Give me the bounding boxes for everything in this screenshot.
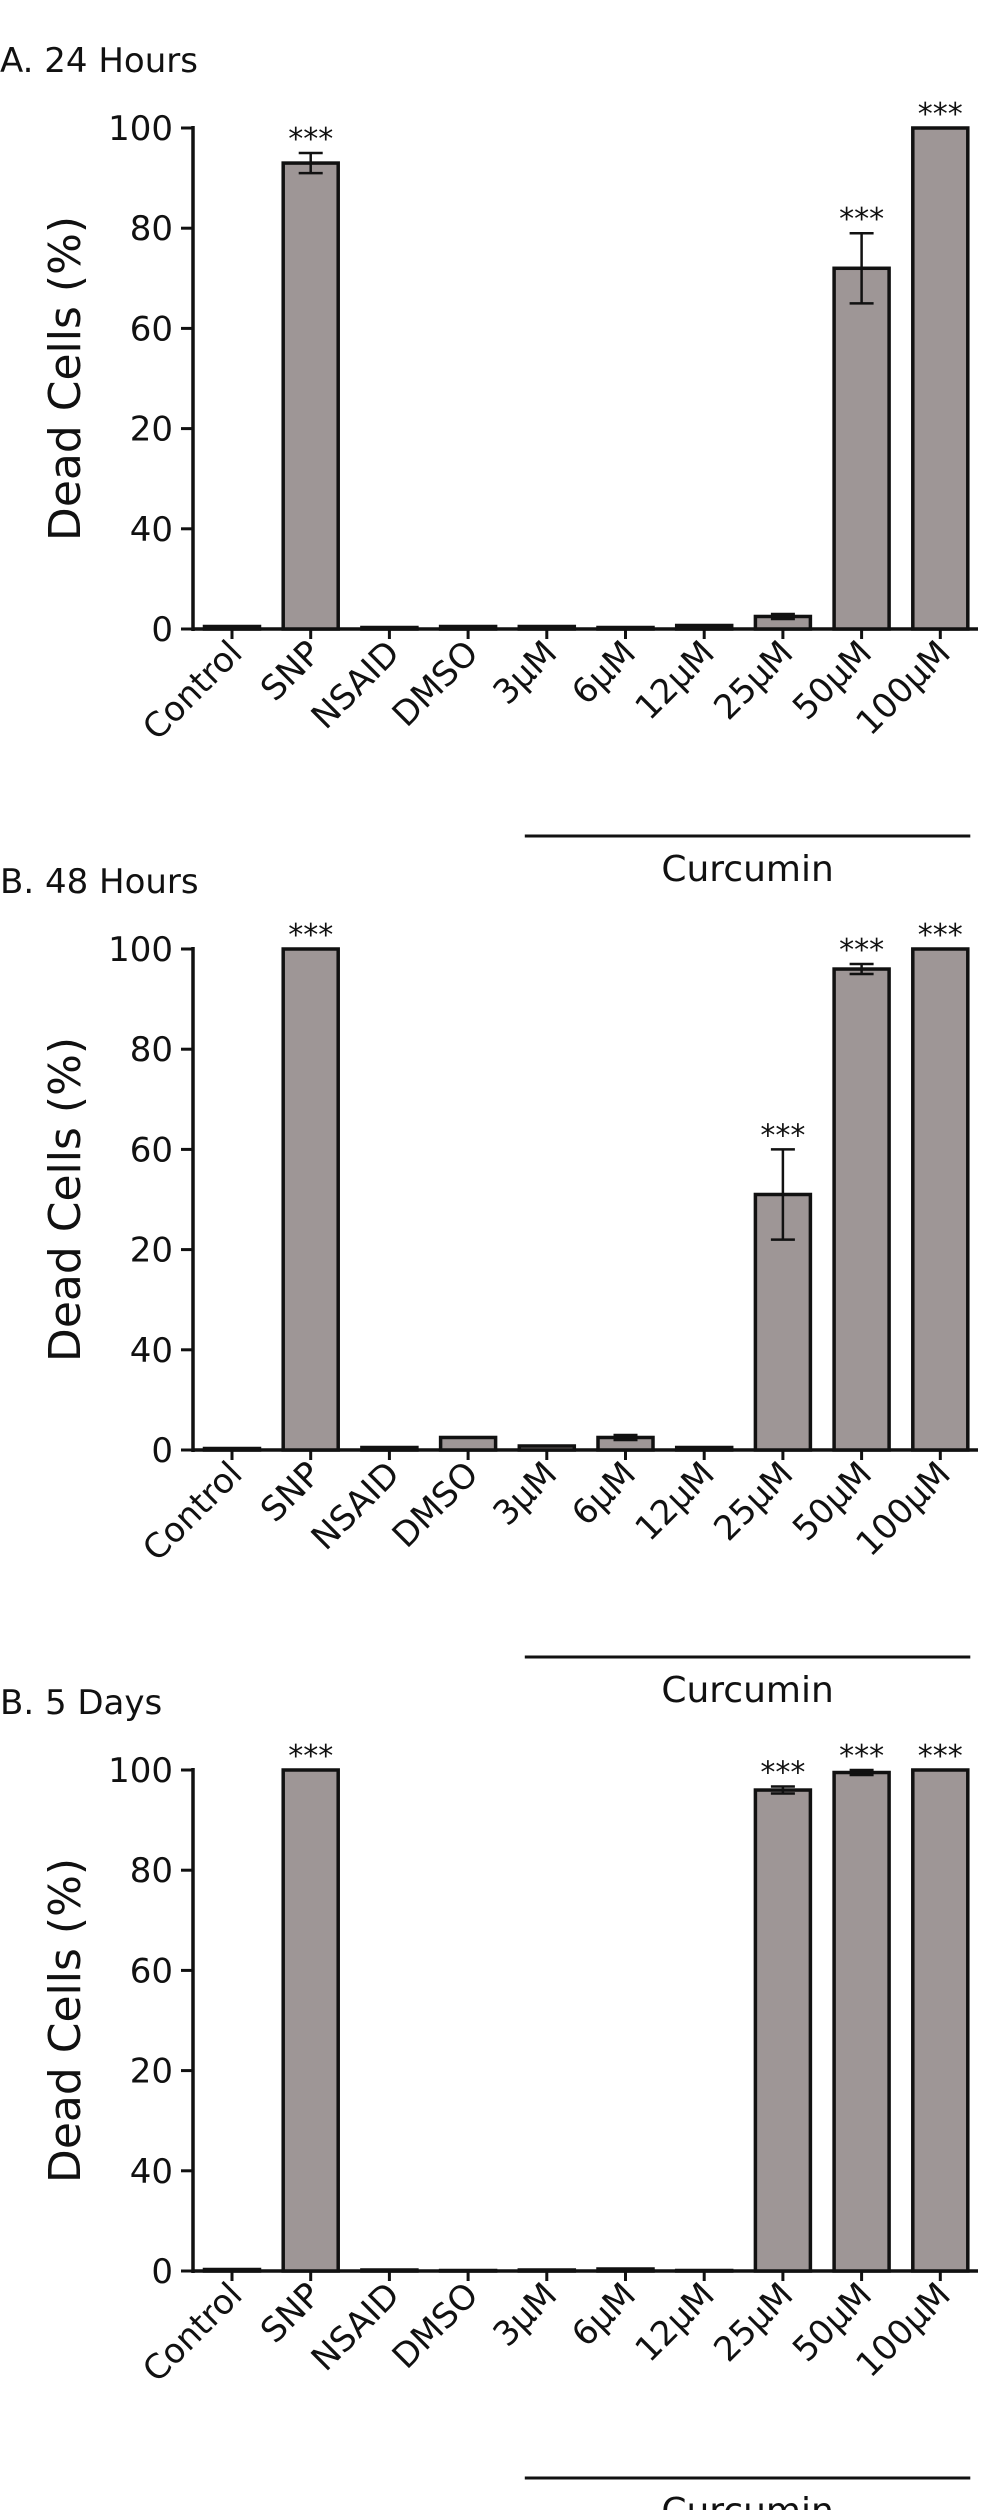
y-tick-label: 20 bbox=[130, 410, 173, 450]
group-label: Curcumin bbox=[661, 2491, 833, 2510]
significance-label: *** bbox=[760, 1756, 805, 1791]
error-bar bbox=[770, 612, 795, 621]
bar bbox=[360, 2268, 419, 2273]
significance-label: *** bbox=[918, 918, 963, 953]
significance-label: *** bbox=[288, 122, 333, 157]
x-tick-label: 12µM bbox=[628, 2275, 723, 2370]
significance-label: *** bbox=[839, 933, 884, 968]
group-label: Curcumin bbox=[661, 1670, 833, 1711]
significance-label: *** bbox=[288, 1739, 333, 1774]
significance-label: *** bbox=[918, 97, 963, 132]
x-tick-label: Control bbox=[135, 2275, 250, 2390]
bar bbox=[202, 1446, 262, 1452]
y-tick-label: 40 bbox=[130, 510, 173, 550]
x-tick-label: NSAID bbox=[304, 2275, 408, 2379]
bar bbox=[202, 624, 262, 631]
x-tick-label: 3µM bbox=[486, 2275, 566, 2355]
bar bbox=[281, 947, 340, 1452]
x-tick-label: 3µM bbox=[486, 1454, 566, 1534]
bar bbox=[360, 1445, 419, 1452]
y-tick-label: 80 bbox=[130, 1851, 173, 1891]
y-tick-label: 0 bbox=[151, 2252, 173, 2292]
y-tick-label: 80 bbox=[130, 209, 173, 249]
bar bbox=[517, 624, 577, 631]
bar bbox=[832, 1770, 891, 2273]
bar bbox=[596, 625, 655, 631]
significance-label: *** bbox=[760, 1118, 805, 1153]
chart-title: B. 48 Hours bbox=[0, 862, 199, 902]
bar bbox=[674, 1445, 734, 1452]
x-tick-label: NSAID bbox=[304, 1454, 408, 1558]
bar bbox=[596, 2267, 655, 2273]
y-tick-label: 100 bbox=[108, 1751, 173, 1791]
bar bbox=[438, 2268, 498, 2273]
error-bar bbox=[770, 1785, 795, 1795]
y-tick-label: 100 bbox=[108, 930, 173, 970]
error-bar bbox=[770, 1148, 795, 1241]
bar bbox=[281, 161, 340, 631]
significance-label: *** bbox=[839, 202, 884, 237]
x-tick-label: DMSO bbox=[385, 2275, 487, 2377]
bar bbox=[517, 1444, 577, 1452]
x-tick-label: Control bbox=[135, 1454, 250, 1569]
x-tick-label: 25µM bbox=[706, 1454, 801, 1549]
error-bar bbox=[298, 151, 323, 175]
x-tick-label: 25µM bbox=[706, 633, 801, 728]
x-tick-label: 12µM bbox=[628, 633, 723, 728]
y-tick-label: 20 bbox=[130, 1231, 173, 1271]
bar bbox=[674, 2268, 734, 2273]
y-tick-label: 0 bbox=[151, 610, 173, 650]
x-tick-label: 25µM bbox=[706, 2275, 801, 2370]
bar bbox=[202, 2267, 262, 2273]
significance-label: *** bbox=[918, 1739, 963, 1774]
y-tick-label: 100 bbox=[108, 109, 173, 149]
x-tick-label: DMSO bbox=[385, 633, 487, 735]
chart-panel: A. 24 Hours Dead Cells (%) 0 40 20 60 80 100 Con… bbox=[0, 41, 978, 890]
x-tick-label: NSAID bbox=[304, 633, 408, 737]
y-axis-label: Dead Cells (%) bbox=[40, 1037, 91, 1362]
error-bar bbox=[849, 231, 874, 305]
y-tick-label: 60 bbox=[130, 1951, 173, 1991]
bar bbox=[832, 266, 891, 631]
group-label: Curcumin bbox=[661, 849, 833, 890]
chart-panel: B. 48 Hours Dead Cells (%) 0 40 20 60 80 100 Con… bbox=[0, 862, 978, 1711]
y-tick-label: 0 bbox=[151, 1431, 173, 1471]
bar bbox=[911, 126, 970, 631]
x-tick-label: Control bbox=[135, 633, 250, 748]
bar bbox=[517, 2268, 577, 2273]
bar bbox=[438, 1435, 498, 1452]
bar bbox=[832, 967, 891, 1452]
y-tick-label: 20 bbox=[130, 2052, 173, 2092]
significance-label: *** bbox=[288, 918, 333, 953]
x-tick-label: 12µM bbox=[628, 1454, 723, 1549]
bar bbox=[911, 947, 970, 1452]
error-bar bbox=[613, 1433, 638, 1442]
y-axis-label: Dead Cells (%) bbox=[40, 216, 91, 541]
chart-title: A. 24 Hours bbox=[0, 41, 198, 81]
error-bar bbox=[849, 962, 874, 976]
x-tick-label: 3µM bbox=[486, 633, 566, 713]
y-tick-label: 80 bbox=[130, 1030, 173, 1070]
y-axis-label: Dead Cells (%) bbox=[40, 1858, 91, 2183]
y-tick-label: 40 bbox=[130, 2152, 173, 2192]
y-tick-label: 40 bbox=[130, 1331, 173, 1371]
bar bbox=[438, 624, 498, 631]
error-bar bbox=[849, 1768, 874, 1777]
significance-label: *** bbox=[839, 1739, 884, 1774]
bar bbox=[360, 625, 419, 631]
y-tick-label: 60 bbox=[130, 1130, 173, 1170]
y-tick-label: 60 bbox=[130, 309, 173, 349]
bar bbox=[753, 1788, 813, 2273]
chart-title: B. 5 Days bbox=[0, 1683, 162, 1723]
bar bbox=[674, 623, 734, 631]
x-tick-label: DMSO bbox=[385, 1454, 487, 1556]
bar bbox=[911, 1768, 970, 2273]
bar bbox=[281, 1768, 340, 2273]
chart-panel: B. 5 Days Dead Cells (%) 0 40 20 60 80 100 Contr… bbox=[0, 1683, 978, 2510]
